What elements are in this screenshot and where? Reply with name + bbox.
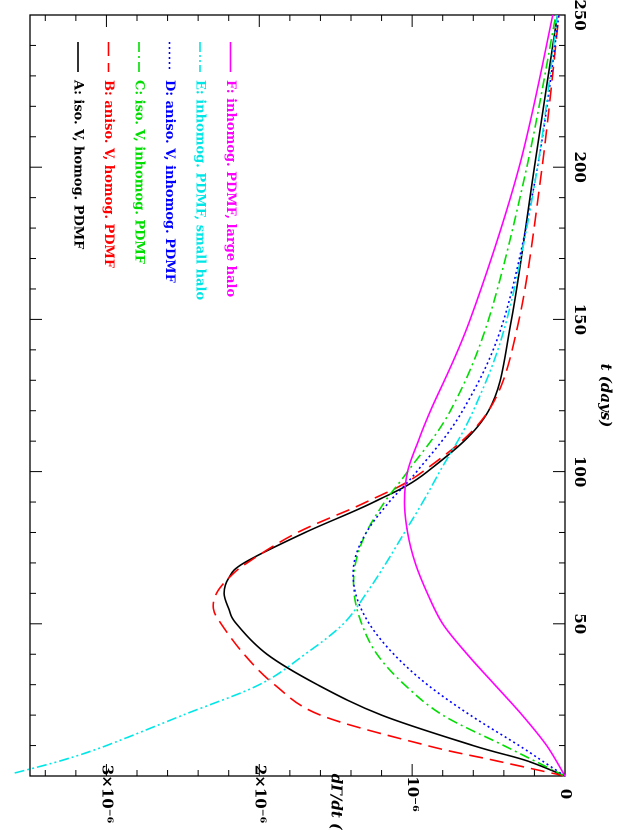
y-tick-label: 2×10⁻⁶ [251, 765, 269, 824]
x-tick-label: 200 [571, 152, 589, 183]
plot-border [29, 14, 566, 777]
x-tick-label: 50 [571, 613, 589, 634]
ticks-layer [30, 15, 565, 776]
legend-label-c: C: iso. V, inhomog. PDMF [132, 80, 147, 265]
series-line-d [352, 14, 566, 777]
series-line-b [212, 14, 566, 777]
legend-label-b: B: aniso. V, homog. PDMF [101, 80, 116, 269]
y-tick-label: 3×10⁻⁶ [98, 765, 116, 824]
legend-label-d: D: aniso. V, inhomog. PDMF [162, 80, 177, 284]
x-tick-label: 250 [571, 0, 589, 31]
x-axis-label: t (days) [597, 364, 615, 428]
legend-label-e: E: inhomog. PDMF, small halo [193, 80, 208, 300]
series-line-a [223, 14, 566, 777]
series-line-c [352, 14, 566, 777]
y-axis-label: dΓ/dt (yr⁻²) [328, 774, 346, 830]
x-tick-label: 150 [571, 304, 589, 335]
plot-frame [29, 14, 566, 777]
series-line-f [403, 14, 566, 777]
legend-label-a: A: iso. V, homog. PDMF [71, 79, 86, 250]
series-layer [14, 14, 566, 777]
x-tick-label: 100 [571, 456, 589, 487]
legend-label-f: F: inhomog. PDMF, large halo [223, 80, 238, 297]
legend: A: iso. V, homog. PDMF B: aniso. V, homog… [71, 42, 238, 300]
labels-layer: 50 100 150 200 250 0 10⁻⁶ 2×10⁻⁶ 3×10⁻⁶ t (days) d… [98, 0, 615, 830]
y-tick-label: 0 [557, 789, 575, 799]
series-line-e [14, 14, 559, 774]
y-tick-label: 10⁻⁶ [404, 776, 422, 812]
